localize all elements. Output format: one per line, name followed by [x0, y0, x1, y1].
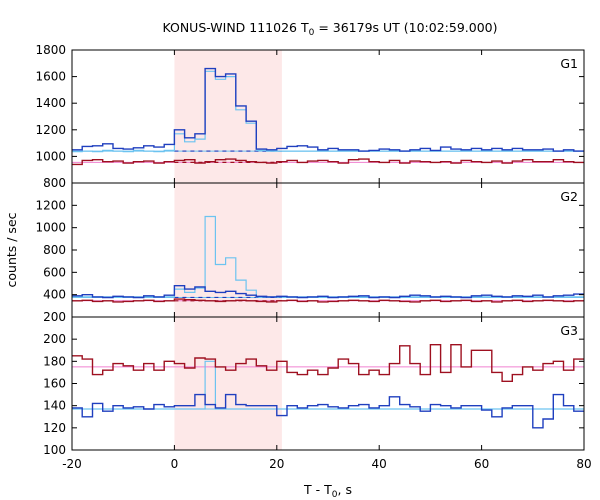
y-tick-label: 160: [43, 377, 66, 391]
x-axis-label: T - T0, s: [303, 482, 352, 500]
x-tick-label: 80: [576, 457, 591, 471]
y-tick-label: 400: [43, 288, 66, 302]
chart-panels: 80010001200140016001800G1200400600800100…: [35, 43, 591, 471]
x-axis-label-subscript: 0: [332, 490, 338, 500]
x-axis-label-rest: , s: [338, 482, 352, 497]
panel-g1: 800 1000 1200 1400 1600 1800 G1: [35, 43, 585, 190]
series-light-blue-histogram: [72, 70, 584, 153]
x-tick-label: 20: [269, 457, 284, 471]
panel-label-g3: G3: [560, 323, 578, 338]
y-tick-label: 1200: [35, 198, 66, 212]
panel-g2: 200 400 600 800 1000 1200 G2: [35, 182, 585, 324]
x-tick-label: 40: [372, 457, 387, 471]
y-tick-label: 1800: [35, 43, 66, 57]
series-dark-red-histogram: [72, 158, 584, 166]
highlight-band: [174, 317, 282, 450]
y-tick-label: 120: [43, 421, 66, 435]
y-tick-label: 100: [43, 443, 66, 457]
y-tick-label: 200: [43, 310, 66, 324]
panel-label-g2: G2: [560, 189, 578, 204]
chart-title: KONUS-WIND 111026 T0 = 36179s UT (10:02:…: [162, 20, 497, 38]
y-tick-label: 1600: [35, 70, 66, 84]
series-blue-histogram: [72, 393, 584, 429]
y-axis-label: counts / sec: [4, 212, 19, 287]
panel-label-g1: G1: [560, 56, 578, 71]
series-blue-histogram: [72, 67, 584, 152]
y-tick-label: 800: [43, 176, 66, 190]
y-tick-label: 1400: [35, 96, 66, 110]
series-dark-red-histogram: [72, 298, 584, 303]
series-dark-red-histogram: [72, 344, 584, 382]
y-tick-label: 200: [43, 332, 66, 346]
x-tick-label: 0: [171, 457, 179, 471]
chart-title-subscript: 0: [309, 28, 315, 38]
y-tick-label: 800: [43, 243, 66, 257]
highlight-band: [174, 183, 282, 317]
series-light-blue-histogram: [72, 215, 584, 298]
chart-title-rest: = 36179s UT (10:02:59.000): [314, 20, 497, 35]
series-light-blue-histogram: [72, 360, 584, 410]
x-tick-label: 60: [474, 457, 489, 471]
y-tick-label: 1000: [35, 149, 66, 163]
y-tick-label: 1200: [35, 123, 66, 137]
x-tick-label: -20: [62, 457, 82, 471]
highlight-band: [174, 50, 282, 183]
y-tick-label: 180: [43, 354, 66, 368]
panel-frame: [71, 316, 585, 451]
y-tick-label: 140: [43, 399, 66, 413]
y-tick-label: 1000: [35, 221, 66, 235]
series-blue-histogram: [72, 285, 584, 299]
panel-g3: 100 120 140 160 180 200 -20 0 20 40 60 80 G3: [43, 316, 592, 471]
y-tick-label: 600: [43, 265, 66, 279]
